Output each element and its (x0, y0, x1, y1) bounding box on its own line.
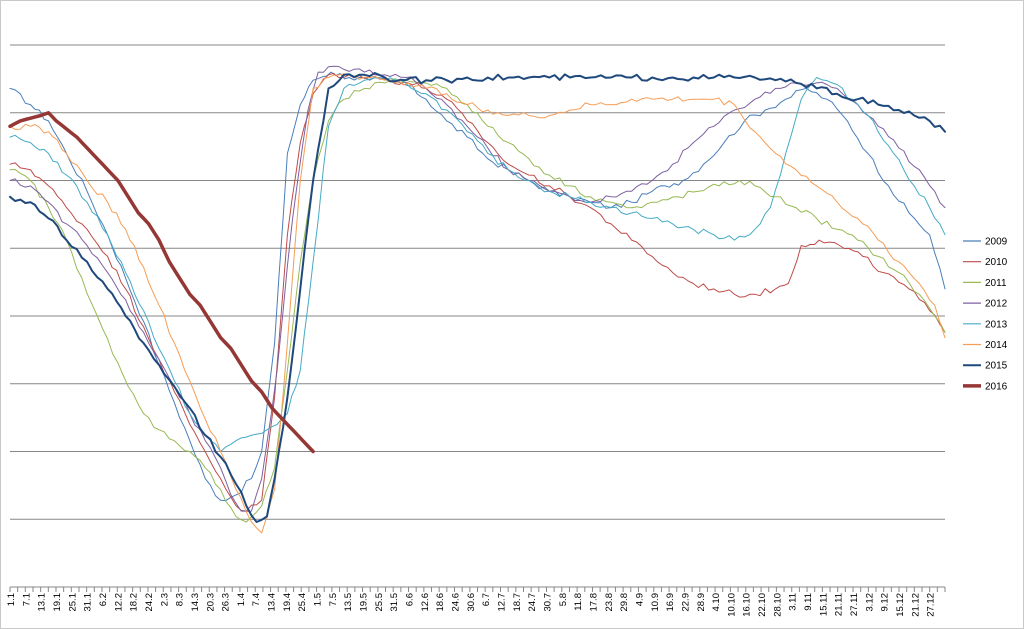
x-tick-label: 28.9 (696, 593, 707, 612)
x-tick-label: 27.11 (849, 593, 860, 616)
x-tick-label: 6.7 (481, 593, 492, 606)
x-tick-label: 3.12 (864, 593, 875, 612)
x-tick-label: 22.10 (757, 593, 768, 617)
x-tick-label: 21.12 (910, 593, 921, 617)
x-tick-label: 19.1 (52, 593, 63, 612)
x-tick-label: 17.8 (588, 593, 599, 612)
x-tick-label: 10.9 (650, 593, 661, 612)
x-tick-label: 1.4 (236, 593, 247, 606)
x-tick-label: 4.10 (711, 593, 722, 612)
x-tick-label: 24.2 (144, 593, 155, 612)
x-tick-label: 26.3 (221, 593, 232, 612)
x-tick-label: 24.6 (451, 593, 462, 612)
x-tick-label: 30.6 (466, 593, 477, 612)
legend-label-2010: 2010 (985, 257, 1008, 268)
x-tick-label: 13.4 (267, 593, 278, 612)
series-line-2016 (8, 111, 315, 454)
x-tick-label: 21.11 (834, 593, 845, 616)
x-tick-label: 25.1 (67, 593, 78, 612)
x-tick-label: 3.11 (788, 593, 799, 611)
legend-label-2011: 2011 (985, 278, 1007, 289)
legend-label-2009: 2009 (985, 237, 1008, 248)
x-tick-label: 28.10 (772, 593, 783, 617)
series-line-2014 (9, 73, 946, 534)
x-tick-label: 6.2 (98, 593, 109, 606)
x-tick-label: 15.11 (818, 593, 829, 616)
x-tick-label: 31.1 (83, 593, 94, 612)
legend-label-2016: 2016 (985, 381, 1008, 392)
x-tick-label: 5.8 (558, 593, 569, 606)
x-tick-label: 24.7 (527, 593, 538, 612)
x-tick-label: 15.12 (895, 593, 906, 617)
x-tick-label: 13.1 (37, 593, 48, 612)
x-tick-label: 20.3 (205, 593, 216, 612)
x-tick-label: 7.4 (251, 593, 262, 606)
series-lines (8, 65, 946, 534)
x-tick-label: 18.6 (435, 593, 446, 612)
x-tick-label: 13.5 (343, 593, 354, 612)
legend: 2009 2010 2011 2012 2013 2014 2015 2016 (963, 237, 1008, 392)
x-tick-label: 19.5 (359, 593, 370, 612)
x-tick-label: 19.4 (282, 593, 293, 612)
x-tick-label: 6.6 (405, 593, 416, 606)
x-tick-label: 7.1 (21, 593, 32, 606)
x-tick-label: 1.1 (6, 593, 17, 606)
x-tick-label: 11.8 (573, 593, 584, 611)
x-tick-label: 25.5 (374, 593, 385, 612)
x-tick-label: 12.2 (113, 593, 124, 612)
legend-label-2015: 2015 (985, 361, 1008, 372)
x-tick-label: 27.12 (926, 593, 937, 617)
gridlines (10, 44, 945, 520)
x-tick-label: 7.5 (328, 593, 339, 606)
x-tick-label: 8.3 (175, 593, 186, 606)
x-tick-label: 22.9 (680, 593, 691, 612)
series-line-2013 (9, 77, 946, 452)
x-tick-label: 16.10 (742, 593, 753, 617)
x-tick-label: 16.9 (665, 593, 676, 612)
x-tick-label: 14.3 (190, 593, 201, 612)
x-tick-label: 2.3 (159, 593, 170, 606)
x-tick-label: 31.5 (389, 593, 400, 612)
x-tick-label: 10.10 (726, 593, 737, 617)
x-tick-label: 18.2 (129, 593, 140, 612)
x-tick-label: 29.8 (619, 593, 630, 612)
x-tick-label: 23.8 (604, 593, 615, 612)
series-line-2010 (9, 72, 946, 512)
x-tick-label: 12.6 (420, 593, 431, 612)
x-tick-label: 18.7 (512, 593, 523, 612)
series-line-2015 (9, 72, 946, 523)
x-tick-label: 12.7 (496, 593, 507, 612)
x-tick-label: 25.4 (297, 593, 308, 612)
x-tick-label: 30.7 (542, 593, 553, 612)
x-axis: 1.1 7.1 13.1 19.1 25.1 31.1 6.2 12.2 18.2 24.2 2.3… (6, 586, 946, 617)
x-tick-label: 9.11 (803, 593, 814, 611)
series-line-2011 (9, 78, 946, 523)
x-tick-label: 1.5 (313, 593, 324, 606)
x-tick-label: 9.12 (880, 593, 891, 612)
x-tick-label: 4.9 (634, 593, 645, 606)
series-line-2012 (9, 65, 946, 512)
legend-label-2014: 2014 (985, 340, 1008, 351)
legend-label-2013: 2013 (985, 319, 1008, 330)
legend-label-2012: 2012 (985, 299, 1008, 310)
